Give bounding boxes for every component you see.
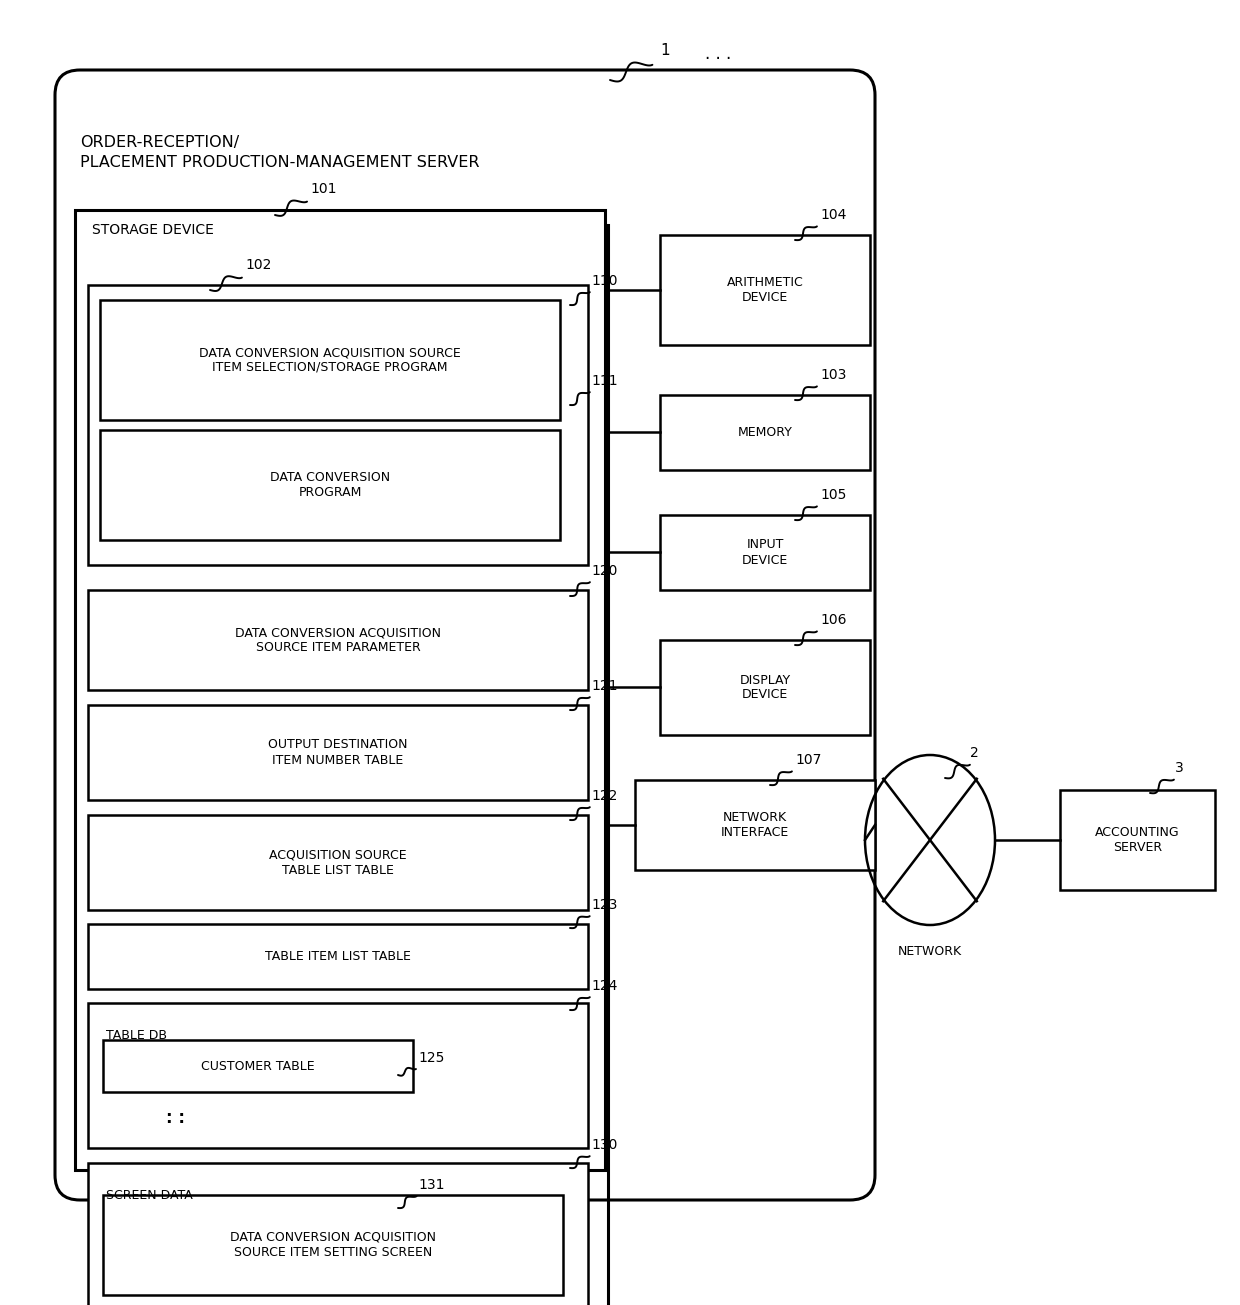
Text: 130: 130 xyxy=(591,1138,618,1152)
Bar xyxy=(88,284,588,565)
Bar xyxy=(88,590,588,690)
Bar xyxy=(100,431,560,540)
Bar xyxy=(88,816,588,910)
Text: DATA CONVERSION ACQUISITION
SOURCE ITEM SETTING SCREEN: DATA CONVERSION ACQUISITION SOURCE ITEM … xyxy=(229,1231,436,1259)
Bar xyxy=(103,1040,413,1092)
Text: ORDER-RECEPTION/
PLACEMENT PRODUCTION-MANAGEMENT SERVER: ORDER-RECEPTION/ PLACEMENT PRODUCTION-MA… xyxy=(81,134,480,170)
Text: 102: 102 xyxy=(246,258,272,271)
Text: 3: 3 xyxy=(1176,761,1184,775)
Text: SCREEN DATA: SCREEN DATA xyxy=(105,1189,192,1202)
Text: TABLE DB: TABLE DB xyxy=(105,1030,167,1041)
Text: 122: 122 xyxy=(591,790,618,803)
Text: 106: 106 xyxy=(820,613,847,626)
Bar xyxy=(88,1004,588,1148)
Bar xyxy=(100,300,560,420)
FancyBboxPatch shape xyxy=(55,70,875,1201)
Text: : :: : : xyxy=(165,1109,185,1128)
Text: 111: 111 xyxy=(591,375,618,388)
Text: 105: 105 xyxy=(820,488,847,502)
Bar xyxy=(660,639,870,735)
Text: NETWORK
INTERFACE: NETWORK INTERFACE xyxy=(720,810,789,839)
Text: 124: 124 xyxy=(591,979,618,993)
Bar xyxy=(88,924,588,989)
Text: ARITHMETIC
DEVICE: ARITHMETIC DEVICE xyxy=(727,275,804,304)
Text: DATA CONVERSION ACQUISITION SOURCE
ITEM SELECTION/STORAGE PROGRAM: DATA CONVERSION ACQUISITION SOURCE ITEM … xyxy=(200,346,461,375)
Bar xyxy=(660,235,870,345)
Text: 123: 123 xyxy=(591,898,618,912)
Bar xyxy=(635,780,875,870)
Text: NETWORK: NETWORK xyxy=(898,945,962,958)
Text: 107: 107 xyxy=(795,753,821,767)
Text: INPUT
DEVICE: INPUT DEVICE xyxy=(742,539,789,566)
Text: ACCOUNTING
SERVER: ACCOUNTING SERVER xyxy=(1095,826,1179,853)
Text: OUTPUT DESTINATION
ITEM NUMBER TABLE: OUTPUT DESTINATION ITEM NUMBER TABLE xyxy=(268,739,408,766)
Text: 131: 131 xyxy=(418,1178,444,1191)
Text: STORAGE DEVICE: STORAGE DEVICE xyxy=(92,223,213,238)
Text: TABLE ITEM LIST TABLE: TABLE ITEM LIST TABLE xyxy=(265,950,410,963)
Text: DATA CONVERSION
PROGRAM: DATA CONVERSION PROGRAM xyxy=(270,471,391,499)
Text: ACQUISITION SOURCE
TABLE LIST TABLE: ACQUISITION SOURCE TABLE LIST TABLE xyxy=(269,848,407,877)
Text: 110: 110 xyxy=(591,274,618,288)
Text: . . .: . . . xyxy=(706,44,732,63)
Text: 2: 2 xyxy=(970,746,978,760)
Bar xyxy=(660,515,870,590)
Text: 120: 120 xyxy=(591,564,618,578)
Text: 125: 125 xyxy=(418,1051,444,1065)
Bar xyxy=(88,705,588,800)
Bar xyxy=(1060,790,1215,890)
Text: MEMORY: MEMORY xyxy=(738,425,792,438)
Text: DISPLAY
DEVICE: DISPLAY DEVICE xyxy=(739,673,791,702)
Bar xyxy=(103,1195,563,1295)
Text: 1: 1 xyxy=(660,43,670,57)
Text: 101: 101 xyxy=(310,181,336,196)
Text: CUSTOMER TABLE: CUSTOMER TABLE xyxy=(201,1060,315,1073)
Bar xyxy=(660,395,870,470)
Text: 121: 121 xyxy=(591,679,618,693)
Text: 104: 104 xyxy=(820,207,847,222)
Bar xyxy=(88,1163,588,1305)
Bar xyxy=(74,210,605,1171)
Text: DATA CONVERSION ACQUISITION
SOURCE ITEM PARAMETER: DATA CONVERSION ACQUISITION SOURCE ITEM … xyxy=(236,626,441,654)
Text: 103: 103 xyxy=(820,368,847,382)
